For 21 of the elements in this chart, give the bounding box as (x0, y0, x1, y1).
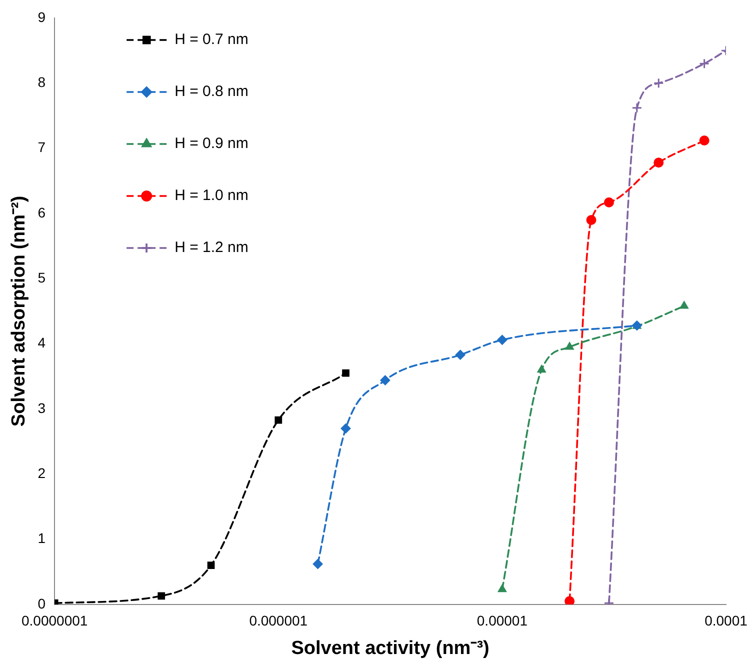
x-tick-label: 0.0001 (704, 612, 748, 629)
x-tick-label: 0.00001 (476, 612, 528, 629)
x-tick-label: 0.000001 (249, 612, 308, 629)
legend-label: H = 1.0 nm (174, 187, 248, 204)
y-tick-label: 1 (38, 530, 46, 546)
x-tick-label: 0.0000001 (21, 612, 88, 629)
legend-label: H = 0.7 nm (174, 31, 248, 48)
legend-label: H = 1.2 nm (174, 239, 248, 256)
legend-label: H = 0.9 nm (174, 135, 248, 152)
y-tick-label: 3 (38, 400, 46, 416)
y-tick-label: 0 (38, 595, 46, 612)
x-axis-title: Solvent activity (nm⁻³) (291, 638, 490, 659)
y-tick-label: 5 (38, 269, 46, 286)
legend-label: H = 0.8 nm (174, 83, 248, 100)
y-tick-label: 6 (38, 204, 46, 220)
y-tick-label: 4 (38, 334, 46, 351)
y-tick-label: 9 (38, 8, 46, 25)
y-tick-label: 2 (38, 464, 46, 481)
y-tick-label: 7 (38, 139, 46, 156)
y-axis-title: Solvent adsorption (nm⁻²) (8, 196, 30, 427)
y-tick-label: 8 (38, 74, 46, 90)
